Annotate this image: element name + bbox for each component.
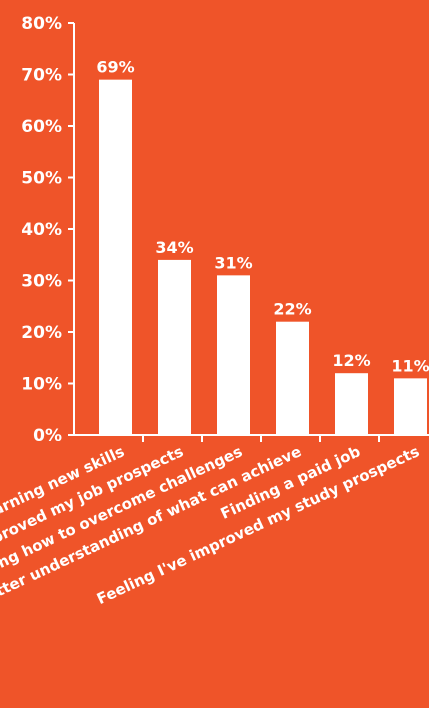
bar — [217, 275, 250, 435]
data-labels: 69% 34% 31% 22% 12% 11% — [96, 58, 429, 376]
data-label: 34% — [155, 238, 193, 257]
y-tick-label: 50% — [21, 169, 62, 189]
y-tick-label: 80% — [21, 14, 62, 34]
data-label: 22% — [273, 300, 311, 319]
data-label: 31% — [214, 253, 252, 272]
bar — [276, 321, 309, 435]
y-tick-label: 70% — [21, 66, 62, 86]
bar — [394, 378, 427, 435]
y-tick-label: 10% — [21, 375, 62, 395]
y-tick-label: 0% — [33, 426, 62, 446]
bar — [158, 259, 191, 435]
data-label: 69% — [96, 58, 134, 77]
data-label: 12% — [332, 351, 370, 370]
y-axis: 0% 10% 20% 30% 40% 50% 60% 70% 80% — [21, 14, 75, 446]
bar — [335, 373, 368, 435]
x-axis — [74, 434, 429, 442]
y-tick-label: 30% — [21, 272, 62, 292]
bars — [99, 79, 427, 436]
data-label: 11% — [391, 356, 429, 375]
bar — [99, 79, 132, 436]
y-tick-label: 60% — [21, 117, 62, 137]
y-tick-label: 20% — [21, 323, 62, 343]
y-tick-label: 40% — [21, 220, 62, 240]
